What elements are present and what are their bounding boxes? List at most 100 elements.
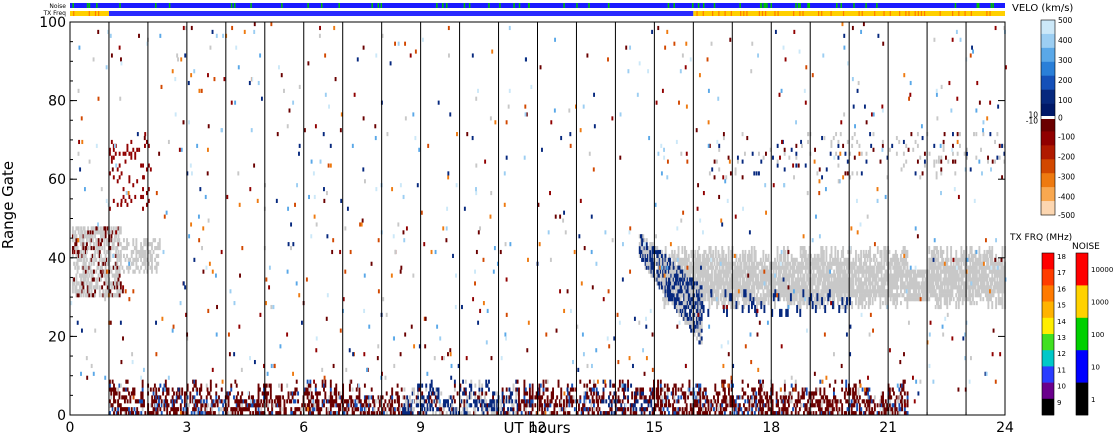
data-point — [684, 316, 687, 321]
data-point — [722, 293, 725, 298]
data-point — [669, 261, 672, 266]
data-point — [76, 253, 79, 258]
data-point — [802, 277, 805, 282]
data-point — [709, 253, 712, 258]
data-point — [734, 261, 737, 266]
data-point — [812, 273, 815, 278]
data-point — [779, 257, 782, 262]
data-point — [779, 293, 782, 298]
data-point — [656, 246, 659, 251]
data-point — [950, 289, 953, 294]
data-point — [717, 261, 720, 266]
data-point — [678, 265, 681, 270]
data-point — [133, 407, 136, 412]
data-point — [807, 289, 810, 294]
data-point — [671, 289, 674, 294]
data-point — [846, 273, 848, 278]
data-point — [987, 281, 990, 286]
data-point — [880, 273, 883, 278]
data-point — [671, 253, 674, 258]
data-point — [651, 265, 654, 270]
data-point — [649, 242, 652, 247]
data-point — [754, 277, 757, 282]
data-point — [128, 179, 131, 184]
data-point — [153, 399, 156, 404]
data-point — [999, 297, 1001, 302]
data-point — [256, 411, 259, 416]
data-point — [194, 379, 197, 384]
data-point — [793, 261, 796, 266]
data-point — [147, 261, 150, 266]
data-point — [80, 273, 83, 278]
data-point — [762, 249, 765, 255]
data-point — [707, 293, 710, 298]
data-point — [940, 171, 943, 176]
data-point — [916, 285, 919, 290]
data-point — [686, 261, 689, 266]
data-point — [678, 277, 681, 282]
data-point — [883, 273, 886, 278]
data-point — [689, 308, 691, 314]
txfreq-bar-tick — [920, 11, 923, 16]
data-point — [865, 277, 868, 282]
data-point — [96, 230, 99, 235]
data-point — [639, 249, 642, 255]
data-point — [821, 285, 824, 290]
data-point — [321, 383, 324, 388]
data-point — [418, 387, 421, 392]
data-point — [757, 289, 760, 294]
data-point — [984, 257, 987, 262]
data-point — [154, 246, 157, 251]
data-point — [900, 289, 902, 294]
data-point — [1000, 261, 1003, 266]
data-point — [102, 226, 105, 231]
data-point — [407, 399, 410, 404]
data-point — [77, 265, 80, 270]
data-point — [893, 265, 896, 270]
data-point — [988, 249, 991, 255]
data-point — [718, 277, 721, 282]
data-point — [753, 289, 756, 294]
data-point — [821, 246, 824, 251]
data-point — [673, 293, 676, 298]
data-point — [694, 277, 697, 282]
data-point — [882, 293, 884, 298]
data-point — [178, 395, 181, 400]
data-point — [919, 269, 922, 274]
data-point — [822, 289, 825, 294]
data-point — [895, 151, 898, 156]
data-point — [826, 277, 829, 282]
data-point — [948, 277, 951, 282]
data-point — [896, 253, 899, 258]
data-point — [830, 143, 833, 148]
data-point — [991, 257, 994, 262]
data-point — [896, 269, 899, 274]
data-point — [930, 293, 933, 298]
data-point — [811, 285, 814, 290]
data-point — [98, 269, 101, 274]
data-point — [324, 395, 327, 400]
data-point — [858, 269, 861, 274]
data-point — [694, 301, 697, 306]
data-point — [132, 238, 135, 243]
data-point — [790, 147, 793, 152]
data-point — [659, 257, 662, 262]
data-point — [116, 179, 119, 184]
data-point — [846, 261, 848, 266]
data-point — [901, 285, 904, 290]
data-point — [772, 281, 775, 286]
data-point — [837, 257, 839, 262]
data-point — [310, 403, 313, 408]
data-point — [853, 273, 856, 278]
data-point — [987, 301, 990, 306]
data-point — [672, 257, 675, 262]
data-point — [111, 238, 114, 243]
data-point — [723, 281, 726, 286]
data-point — [687, 316, 690, 321]
data-point — [718, 273, 721, 278]
data-point — [323, 399, 325, 404]
data-point — [856, 277, 859, 282]
data-point — [989, 132, 992, 137]
data-point — [969, 246, 972, 251]
data-point — [937, 265, 940, 270]
